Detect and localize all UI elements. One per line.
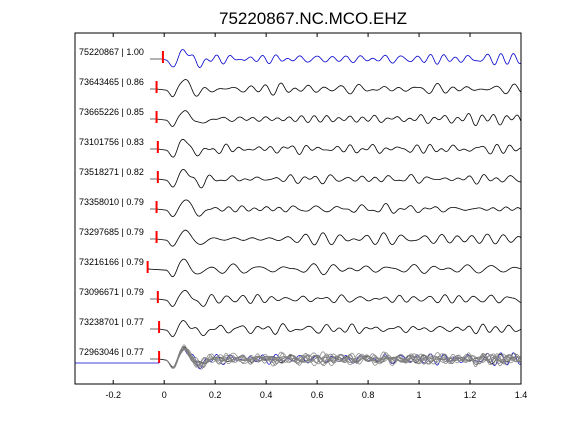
- trace-row: 73643465 | 0.86: [79, 77, 522, 98]
- traces-layer: 75220867 | 1.00 73643465 | 0.86 73665226 |…: [79, 47, 522, 368]
- trace-waveform: [147, 258, 521, 278]
- trace-row: 73518271 | 0.82: [79, 167, 521, 189]
- axes-frame: [74, 32, 522, 385]
- trace-waveform: [156, 229, 521, 247]
- stack-layer: [75, 344, 522, 370]
- trace-label: 73518271 | 0.82: [79, 167, 144, 177]
- trace-waveform: [157, 168, 521, 189]
- trace-waveform: [156, 199, 521, 218]
- trace-row: 73358010 | 0.79: [79, 197, 521, 218]
- trace-row: 73096671 | 0.79: [79, 287, 521, 307]
- trace-waveform: [157, 138, 521, 158]
- x-tick-label: 0.4: [260, 390, 273, 400]
- x-tick-label: 1.4: [515, 390, 528, 400]
- trace-label: 73101756 | 0.83: [79, 137, 144, 147]
- trace-row: 73238701 | 0.77: [79, 317, 521, 338]
- trace-row: 73216166 | 0.79: [79, 257, 521, 278]
- stack-waveform: [166, 349, 522, 368]
- x-tick-label: 0.6: [311, 390, 324, 400]
- x-tick-label: 0.8: [362, 390, 375, 400]
- trace-waveform: [157, 289, 521, 307]
- trace-row: 73297685 | 0.79: [79, 227, 521, 247]
- trace-label: 73096671 | 0.79: [79, 287, 144, 297]
- chart-title: 75220867.NC.MCO.EHZ: [219, 9, 407, 28]
- x-axis-ticks: -0.2 0 0.2 0.4 0.6 0.8 1 1.2 1.4: [105, 33, 527, 400]
- trace-waveform: [156, 110, 522, 127]
- trace-row: 73665226 | 0.85: [79, 107, 522, 127]
- trace-row: 73101756 | 0.83: [79, 137, 521, 158]
- x-tick-label: 1: [417, 390, 422, 400]
- trace-label: 75220867 | 1.00: [79, 47, 144, 57]
- trace-label: 73297685 | 0.79: [79, 227, 144, 237]
- trace-label: 72963046 | 0.77: [79, 347, 144, 357]
- x-tick-label: 0: [162, 390, 167, 400]
- stack-waveform: [166, 348, 521, 368]
- trace-label: 73665226 | 0.85: [79, 107, 144, 117]
- trace-label: 73238701 | 0.77: [79, 317, 144, 327]
- trace-waveform: [159, 320, 521, 338]
- trace-row: 75220867 | 1.00: [79, 47, 521, 69]
- trace-label: 73643465 | 0.86: [79, 77, 144, 87]
- x-tick-label: 1.2: [464, 390, 477, 400]
- x-tick-label: -0.2: [105, 390, 121, 400]
- trace-label: 73358010 | 0.79: [79, 197, 144, 207]
- trace-waveform: [162, 49, 521, 69]
- trace-waveform: [156, 79, 522, 98]
- trace-label: 73216166 | 0.79: [79, 257, 144, 267]
- x-tick-label: 0.2: [209, 390, 222, 400]
- stack-waveform: [166, 344, 521, 369]
